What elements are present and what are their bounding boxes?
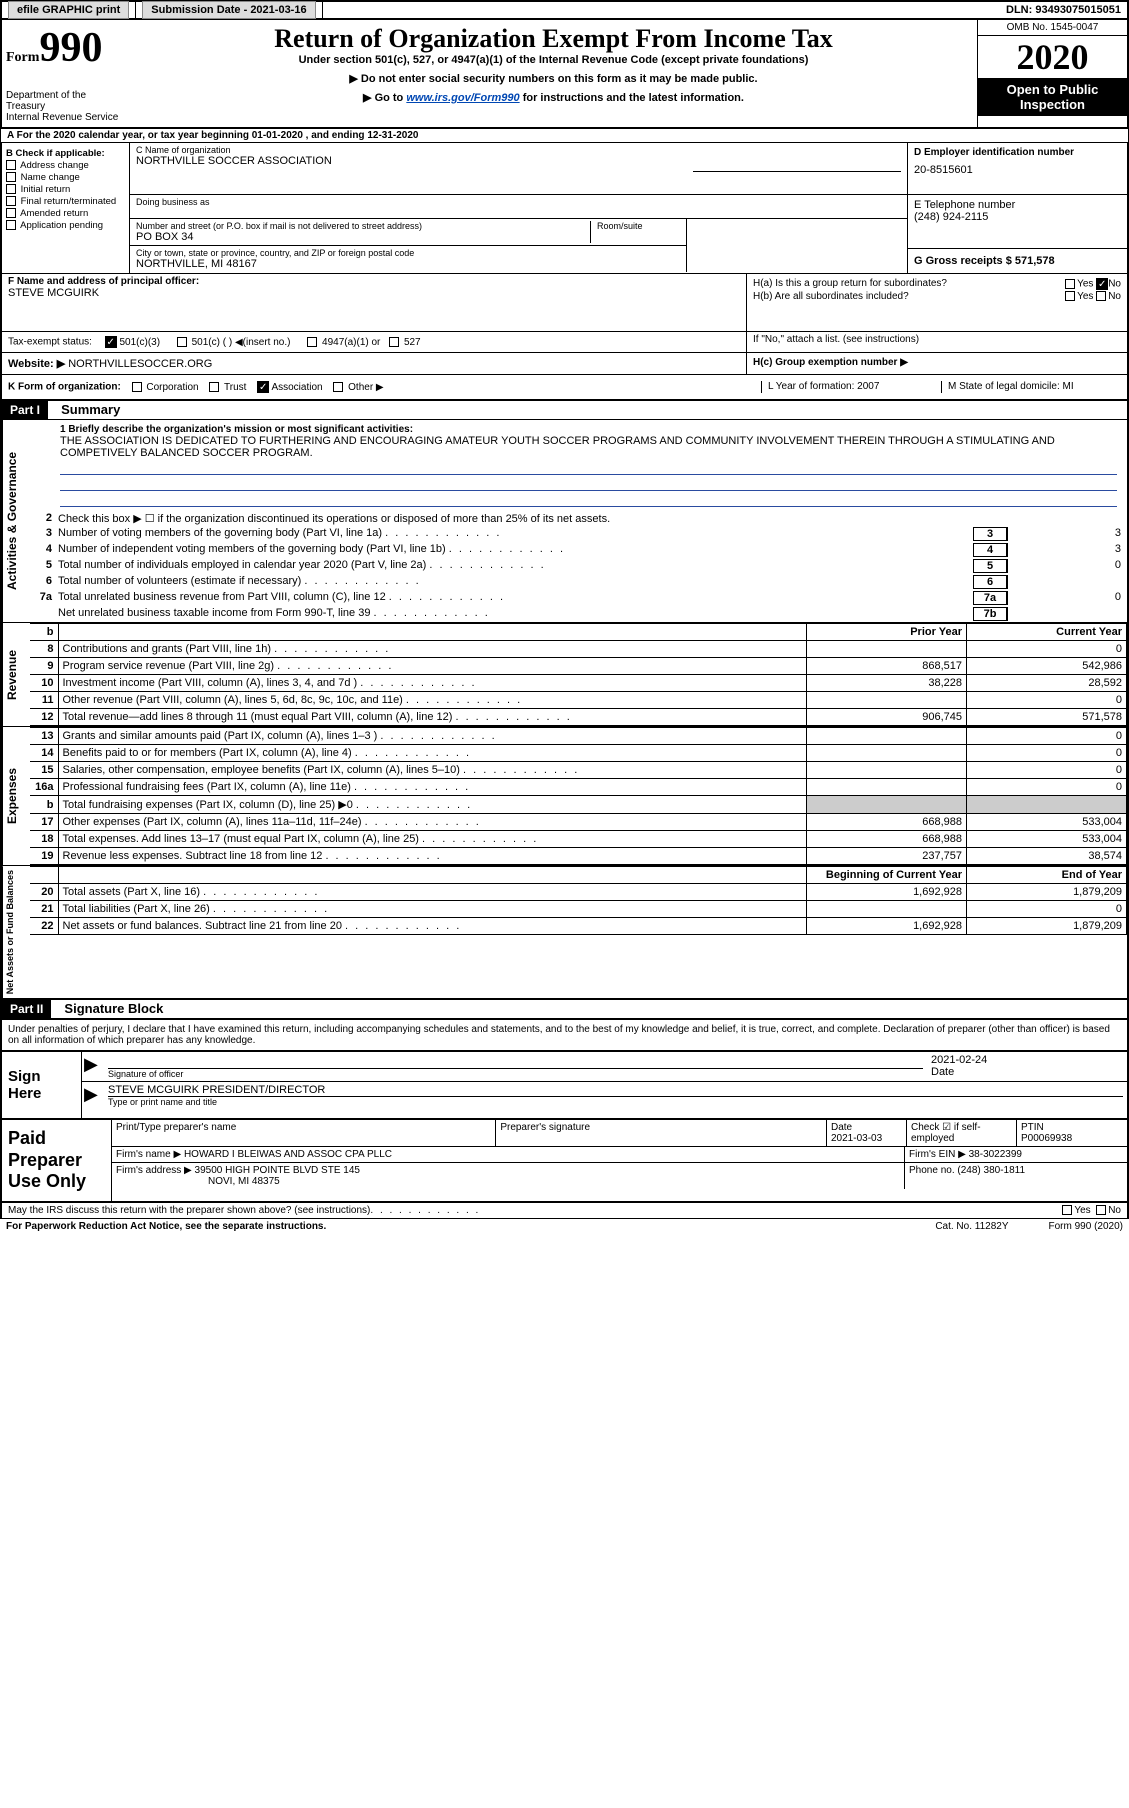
- table-row: 10Investment income (Part VIII, column (…: [30, 675, 1127, 692]
- bottom-footer: For Paperwork Reduction Act Notice, see …: [0, 1218, 1129, 1234]
- arrow-icon: ▶: [82, 1082, 104, 1109]
- table-row: 16aProfessional fundraising fees (Part I…: [30, 779, 1127, 796]
- street-label: Number and street (or P.O. box if mail i…: [136, 221, 590, 231]
- part-1-expenses: Expenses 13Grants and similar amounts pa…: [0, 727, 1129, 866]
- title-cell: Return of Organization Exempt From Incom…: [130, 20, 977, 127]
- part-1-net-assets: Net Assets or Fund Balances Beginning of…: [0, 866, 1129, 1000]
- vert-label-revenue: Revenue: [2, 623, 30, 726]
- checkbox-option[interactable]: Name change: [6, 172, 125, 183]
- form-number-cell: Form990 Department of the Treasury Inter…: [2, 20, 130, 127]
- row-f-h: F Name and address of principal officer:…: [0, 273, 1129, 332]
- sign-here-label: Sign Here: [2, 1052, 82, 1118]
- paid-preparer-block: Paid Preparer Use Only Print/Type prepar…: [0, 1120, 1129, 1203]
- h-b: H(b) Are all subordinates included?Yes N…: [753, 291, 1121, 302]
- vert-label-activities: Activities & Governance: [2, 420, 30, 622]
- phone-label: E Telephone number: [914, 199, 1121, 211]
- summary-line: 5Total number of individuals employed in…: [30, 558, 1127, 574]
- summary-line: 4Number of independent voting members of…: [30, 542, 1127, 558]
- checkbox-option[interactable]: Amended return: [6, 208, 125, 219]
- city-label: City or town, state or province, country…: [136, 248, 680, 258]
- year-formation: L Year of formation: 2007: [761, 381, 941, 393]
- row-k-form-org: K Form of organization: Corporation Trus…: [0, 375, 1129, 401]
- gross-receipts: G Gross receipts $ 571,578: [914, 255, 1121, 267]
- vert-label-expenses: Expenses: [2, 727, 30, 865]
- suite-label: Room/suite: [590, 221, 680, 243]
- signature-intro: Under penalties of perjury, I declare th…: [0, 1019, 1129, 1050]
- website-value: NORTHVILLESOCCER.ORG: [68, 358, 212, 370]
- street-value: PO BOX 34: [136, 231, 590, 243]
- 501c3-checkbox: ✓: [105, 336, 117, 348]
- state-domicile: M State of legal domicile: MI: [941, 381, 1121, 393]
- section-b-through-g: B Check if applicable: Address change Na…: [0, 143, 1129, 273]
- website-label: Website: ▶: [8, 358, 65, 370]
- ein-label: D Employer identification number: [914, 147, 1074, 158]
- city-value: NORTHVILLE, MI 48167: [136, 258, 680, 270]
- table-row: 9Program service revenue (Part VIII, lin…: [30, 658, 1127, 675]
- table-row: 22Net assets or fund balances. Subtract …: [30, 918, 1127, 935]
- subtitle-3: ▶ Go to www.irs.gov/Form990 for instruct…: [138, 91, 969, 104]
- table-row: 19Revenue less expenses. Subtract line 1…: [30, 848, 1127, 865]
- checkbox-option[interactable]: Initial return: [6, 184, 125, 195]
- col-c-org-info: C Name of organization NORTHVILLE SOCCER…: [130, 143, 907, 273]
- summary-line: Net unrelated business taxable income fr…: [30, 606, 1127, 622]
- dba-label: Doing business as: [130, 195, 907, 219]
- table-row: 14Benefits paid to or for members (Part …: [30, 745, 1127, 762]
- row-j-website: Website: ▶ NORTHVILLESOCCER.ORG H(c) Gro…: [0, 353, 1129, 375]
- table-row: 13Grants and similar amounts paid (Part …: [30, 728, 1127, 745]
- table-row: 11Other revenue (Part VIII, column (A), …: [30, 692, 1127, 709]
- table-row: 8Contributions and grants (Part VIII, li…: [30, 641, 1127, 658]
- h-b-note: If "No," attach a list. (see instruction…: [753, 334, 1121, 345]
- part-1-revenue: Revenue bPrior YearCurrent Year 8Contrib…: [0, 623, 1129, 727]
- arrow-icon: ▶: [82, 1052, 104, 1081]
- table-row: 12Total revenue—add lines 8 through 11 (…: [30, 709, 1127, 726]
- mission-text: THE ASSOCIATION IS DEDICATED TO FURTHERI…: [60, 435, 1117, 459]
- officer-name: STEVE MCGUIRK: [8, 287, 740, 299]
- h-a: H(a) Is this a group return for subordin…: [753, 278, 1121, 289]
- table-row: 21Total liabilities (Part X, line 26) 0: [30, 901, 1127, 918]
- subtitle-2: ▶ Do not enter social security numbers o…: [138, 72, 969, 85]
- form-title: Return of Organization Exempt From Incom…: [138, 24, 969, 54]
- sign-here-block: Sign Here ▶ Signature of officer 2021-02…: [0, 1050, 1129, 1120]
- submission-date: Submission Date - 2021-03-16: [136, 2, 322, 18]
- tax-status-label: Tax-exempt status:: [8, 337, 92, 348]
- table-row: 20Total assets (Part X, line 16) 1,692,9…: [30, 884, 1127, 901]
- org-name-label: C Name of organization: [136, 145, 901, 155]
- table-row: bTotal fundraising expenses (Part IX, co…: [30, 796, 1127, 814]
- checkbox-option[interactable]: Address change: [6, 160, 125, 171]
- summary-line: 3Number of voting members of the governi…: [30, 526, 1127, 542]
- checkbox-option[interactable]: Final return/terminated: [6, 196, 125, 207]
- efile-label: efile GRAPHIC print: [2, 2, 136, 18]
- part-1-activities: Activities & Governance 1 Briefly descri…: [0, 420, 1129, 623]
- year-cell: OMB No. 1545-0047 2020 Open to Public In…: [977, 20, 1127, 127]
- top-bar: efile GRAPHIC print Submission Date - 20…: [0, 0, 1129, 20]
- officer-label: F Name and address of principal officer:: [8, 276, 199, 287]
- dept-treasury: Department of the Treasury Internal Reve…: [6, 90, 126, 123]
- row-i-tax-status: Tax-exempt status: ✓ 501(c)(3) 501(c) ( …: [0, 332, 1129, 353]
- graphic-print-button[interactable]: efile GRAPHIC print: [8, 1, 129, 19]
- summary-line: 6Total number of volunteers (estimate if…: [30, 574, 1127, 590]
- part-2-header: Part II Signature Block: [0, 1000, 1129, 1019]
- col-b-checkboxes: B Check if applicable: Address change Na…: [2, 143, 130, 273]
- part-1-header: Part I Summary: [0, 401, 1129, 420]
- dln: DLN: 93493075015051: [1000, 2, 1127, 18]
- table-row: 18Total expenses. Add lines 13–17 (must …: [30, 831, 1127, 848]
- row-a-tax-year: A For the 2020 calendar year, or tax yea…: [0, 127, 1129, 143]
- h-c: H(c) Group exemption number ▶: [747, 353, 1127, 374]
- tax-year: 2020: [978, 36, 1127, 78]
- open-public-badge: Open to Public Inspection: [978, 78, 1127, 116]
- summary-line: 7aTotal unrelated business revenue from …: [30, 590, 1127, 606]
- omb-number: OMB No. 1545-0047: [978, 20, 1127, 36]
- table-row: 17Other expenses (Part IX, column (A), l…: [30, 814, 1127, 831]
- form-header: Form990 Department of the Treasury Inter…: [0, 20, 1129, 127]
- vert-label-net: Net Assets or Fund Balances: [2, 866, 30, 998]
- paid-preparer-label: Paid Preparer Use Only: [2, 1120, 112, 1201]
- phone-value: (248) 924-2115: [914, 211, 1121, 223]
- table-row: 15Salaries, other compensation, employee…: [30, 762, 1127, 779]
- checkbox-option[interactable]: Application pending: [6, 220, 125, 231]
- ein-value: 20-8515601: [914, 164, 1121, 176]
- discuss-row: May the IRS discuss this return with the…: [0, 1203, 1129, 1218]
- irs-link[interactable]: www.irs.gov/Form990: [406, 92, 519, 104]
- subtitle-1: Under section 501(c), 527, or 4947(a)(1)…: [138, 54, 969, 66]
